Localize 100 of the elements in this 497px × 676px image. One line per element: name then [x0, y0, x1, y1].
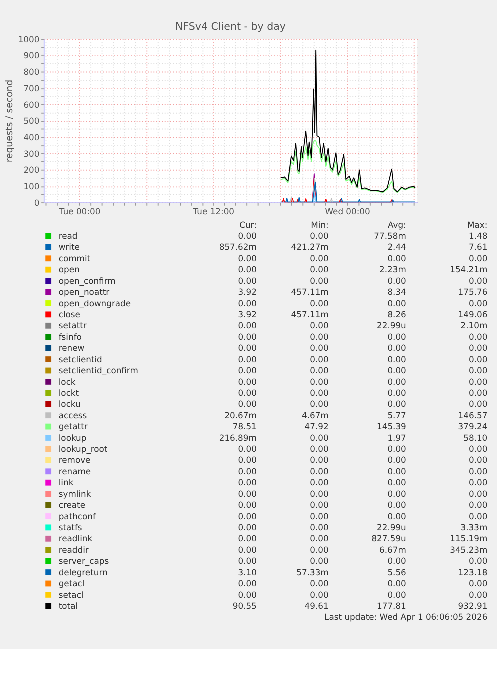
text: 0.00 [310, 320, 329, 331]
text: 0.00 [388, 354, 406, 364]
text: 0.00 [388, 444, 406, 454]
text: 0.00 [238, 590, 257, 600]
text: 145.39 [377, 422, 406, 432]
text: 0.00 [388, 455, 406, 466]
legend-label: statfs [58, 522, 82, 532]
x-tick-label: Tue 12:00 [192, 206, 235, 216]
text: 177.81 [377, 600, 406, 611]
text: 0.00 [468, 343, 488, 354]
x-tick-label: Wed 00:00 [325, 206, 370, 216]
text: 0.00 [468, 276, 488, 286]
text: 0.00 [310, 253, 329, 264]
y-tick-label: 900 [24, 50, 40, 61]
text: 0.00 [388, 578, 406, 589]
text: 78.51 [232, 422, 257, 432]
legend-label: lock [58, 376, 76, 387]
text: 0.00 [238, 276, 257, 286]
y-tick-label: 200 [24, 165, 40, 176]
chart-title: NFSv4 Client - by day [176, 20, 286, 33]
legend-label: write [58, 242, 80, 252]
text: 0.00 [468, 376, 488, 387]
text: 0.00 [238, 544, 257, 555]
legend-label: fsinfo [58, 332, 82, 342]
text: 0.00 [388, 478, 406, 488]
legend-label: locku [58, 399, 81, 410]
text: 0.00 [238, 478, 257, 488]
text: 0.00 [388, 511, 406, 522]
text: 0.00 [310, 376, 329, 387]
text: Min: [311, 220, 329, 230]
legend-label: open_noattr [58, 287, 110, 298]
text: 0.00 [310, 478, 329, 488]
text: 3.92 [238, 287, 257, 298]
legend-label: readdir [58, 544, 90, 555]
text: 0.00 [310, 388, 329, 398]
legend-label: getattr [58, 422, 88, 432]
legend-label: renew [58, 343, 85, 354]
text: 0.00 [468, 399, 488, 410]
text: 3.92 [238, 309, 257, 320]
text: 0.00 [388, 399, 406, 410]
text: 0.00 [310, 399, 329, 410]
text: 0.00 [310, 522, 329, 532]
text: 0.00 [310, 332, 329, 342]
text: 0.00 [388, 488, 406, 499]
text: 47.92 [304, 422, 329, 432]
text: 0.00 [238, 366, 257, 376]
text: 0.00 [468, 488, 488, 499]
text: 2.10m [460, 320, 488, 331]
text: 0.00 [388, 590, 406, 600]
y-tick-label: 500 [24, 116, 40, 126]
text: 0.00 [310, 534, 329, 544]
text: 0.00 [310, 264, 329, 275]
legend-label: remove [58, 455, 91, 466]
text: 0.00 [238, 388, 257, 398]
text: 115.19m [450, 534, 488, 544]
text: 0.00 [310, 444, 329, 454]
legend-label: commit [58, 253, 92, 264]
text: 146.57 [458, 410, 488, 420]
text: 0.00 [388, 500, 406, 510]
text: 0.00 [388, 556, 406, 566]
legend-label: read [58, 231, 78, 242]
text: 0.00 [388, 388, 406, 398]
text: 154.21m [450, 264, 488, 275]
text: 57.33m [296, 567, 329, 578]
text: 7.61 [468, 242, 488, 252]
text: 0.00 [238, 376, 257, 387]
y-tick-label: 300 [24, 148, 40, 159]
y-tick-label: 600 [24, 100, 40, 110]
text: 0.00 [468, 388, 488, 398]
legend-label: pathconf [58, 511, 97, 522]
text: 3.33m [460, 522, 488, 532]
text: 6.67m [380, 544, 406, 555]
text: 0.00 [388, 298, 406, 308]
y-tick-label: 0 [34, 198, 40, 208]
text: 0.00 [238, 578, 257, 589]
text: 0.00 [468, 298, 488, 308]
legend-label: setacl [58, 590, 84, 600]
legend-label: open [58, 264, 80, 275]
text: 421.27m [291, 242, 329, 252]
text: 90.55 [232, 600, 257, 611]
text: 0.00 [310, 511, 329, 522]
text: 0.00 [238, 511, 257, 522]
text: Last update: Wed Apr 1 06:06:05 2026 [324, 612, 488, 622]
text: 0.00 [238, 264, 257, 275]
text: 0.00 [310, 578, 329, 589]
y-tick-label: 1000 [18, 34, 40, 44]
text: 0.00 [238, 466, 257, 476]
text: 77.58m [374, 231, 406, 242]
text: 0.00 [310, 544, 329, 555]
text: 0.00 [388, 332, 406, 342]
text: 0.00 [238, 253, 257, 264]
text: 0.00 [388, 366, 406, 376]
text: 827.59u [372, 534, 406, 544]
text: 2.23m [380, 264, 406, 275]
text: 345.23m [450, 544, 488, 555]
text: 3.10 [238, 567, 257, 578]
text: 0.00 [310, 455, 329, 466]
x-tick-label: Tue 00:00 [58, 206, 101, 216]
text: 0.00 [238, 522, 257, 532]
text: 0.00 [310, 488, 329, 499]
